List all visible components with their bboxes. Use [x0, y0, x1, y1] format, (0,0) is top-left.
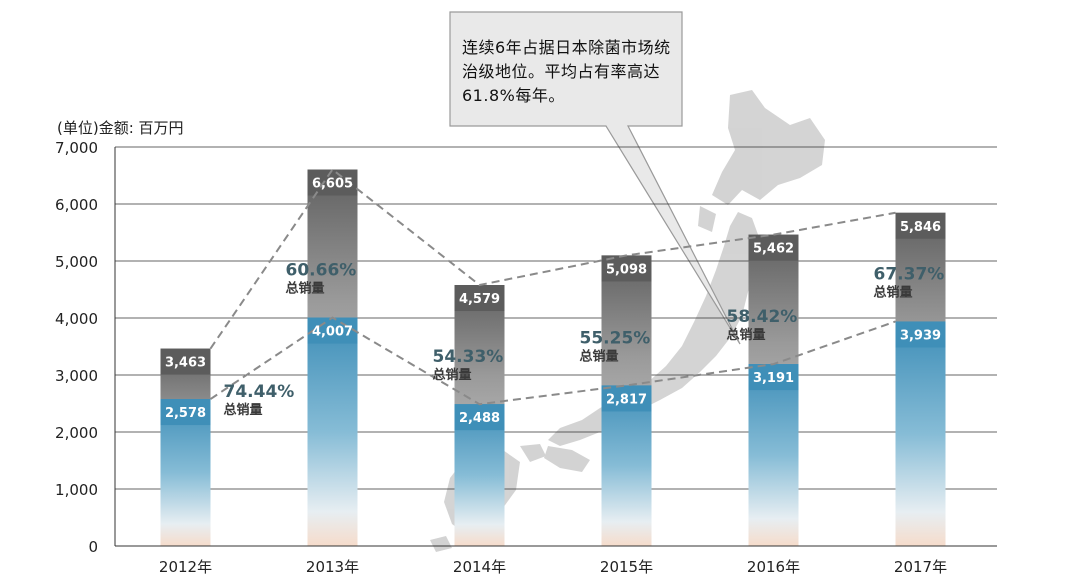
total-value-label: 5,098: [606, 262, 647, 277]
share-caption-label: 总销量: [580, 348, 619, 364]
share-percent-label: 67.37%: [874, 264, 945, 284]
callout-text: 连续6年占据日本除菌市场统治级地位。平均占有率高达61.8%每年。: [462, 38, 671, 105]
sales-trend-dashed-line: [209, 316, 896, 406]
sales-value-label: 2,578: [165, 406, 206, 421]
total-value-label: 5,846: [900, 220, 941, 235]
total-value-label: 3,463: [165, 356, 206, 371]
share-caption-label: 总销量: [286, 281, 325, 297]
share-caption-label: 总销量: [433, 367, 472, 383]
sales-bar-cap: [601, 385, 652, 412]
total-bar-cap: [748, 234, 799, 261]
share-percent-label: 58.42%: [727, 307, 798, 327]
share-percent-label: 74.44%: [224, 382, 295, 402]
total-value-label: 6,605: [312, 177, 353, 192]
sales-bar-cap: [160, 399, 211, 426]
total-bar-cap: [454, 284, 505, 311]
share-caption-label: 总销量: [874, 284, 913, 300]
sales-bar: [895, 321, 946, 546]
y-tick-label: 3,000: [55, 367, 98, 385]
sales-value-label: 3,191: [753, 371, 794, 386]
share-percent-label: 60.66%: [286, 261, 357, 281]
y-axis-unit-label: (单位)金额: 百万円: [57, 119, 184, 137]
x-tick-label: 2013年: [306, 558, 359, 576]
share-percent-label: 55.25%: [580, 328, 651, 348]
sales-bar: [748, 364, 799, 546]
y-tick-label: 7,000: [55, 139, 98, 157]
sales-value-label: 2,488: [459, 411, 500, 426]
total-trend-dashed-line: [209, 168, 896, 350]
sales-value-label: 2,817: [606, 392, 647, 407]
total-bar-cap: [160, 348, 211, 375]
sales-bar-cap: [454, 404, 505, 431]
callout-box: [449, 11, 741, 345]
x-tick-label: 2014年: [453, 558, 506, 576]
sales-bar: [307, 317, 358, 546]
y-tick-label: 2,000: [55, 424, 98, 442]
y-tick-label: 1,000: [55, 481, 98, 499]
share-caption-label: 总销量: [224, 402, 263, 418]
y-tick-label: 6,000: [55, 196, 98, 214]
share-percent-label: 54.33%: [433, 347, 504, 367]
sales-bar-cap: [307, 317, 358, 344]
sales-bar-cap: [895, 321, 946, 348]
total-value-label: 4,579: [459, 292, 500, 307]
total-bar-cap: [895, 212, 946, 239]
sales-value-label: 3,939: [900, 328, 941, 343]
sales-bar: [601, 385, 652, 546]
x-tick-label: 2017年: [894, 558, 947, 576]
share-caption-label: 总销量: [727, 327, 766, 343]
y-tick-label: 0: [88, 538, 98, 556]
total-value-label: 5,462: [753, 242, 794, 257]
x-tick-label: 2012年: [159, 558, 212, 576]
x-tick-label: 2016年: [747, 558, 800, 576]
x-tick-label: 2015年: [600, 558, 653, 576]
y-tick-label: 4,000: [55, 310, 98, 328]
sales-value-label: 4,007: [312, 325, 353, 340]
y-tick-label: 5,000: [55, 253, 98, 271]
sales-bar-cap: [748, 364, 799, 391]
